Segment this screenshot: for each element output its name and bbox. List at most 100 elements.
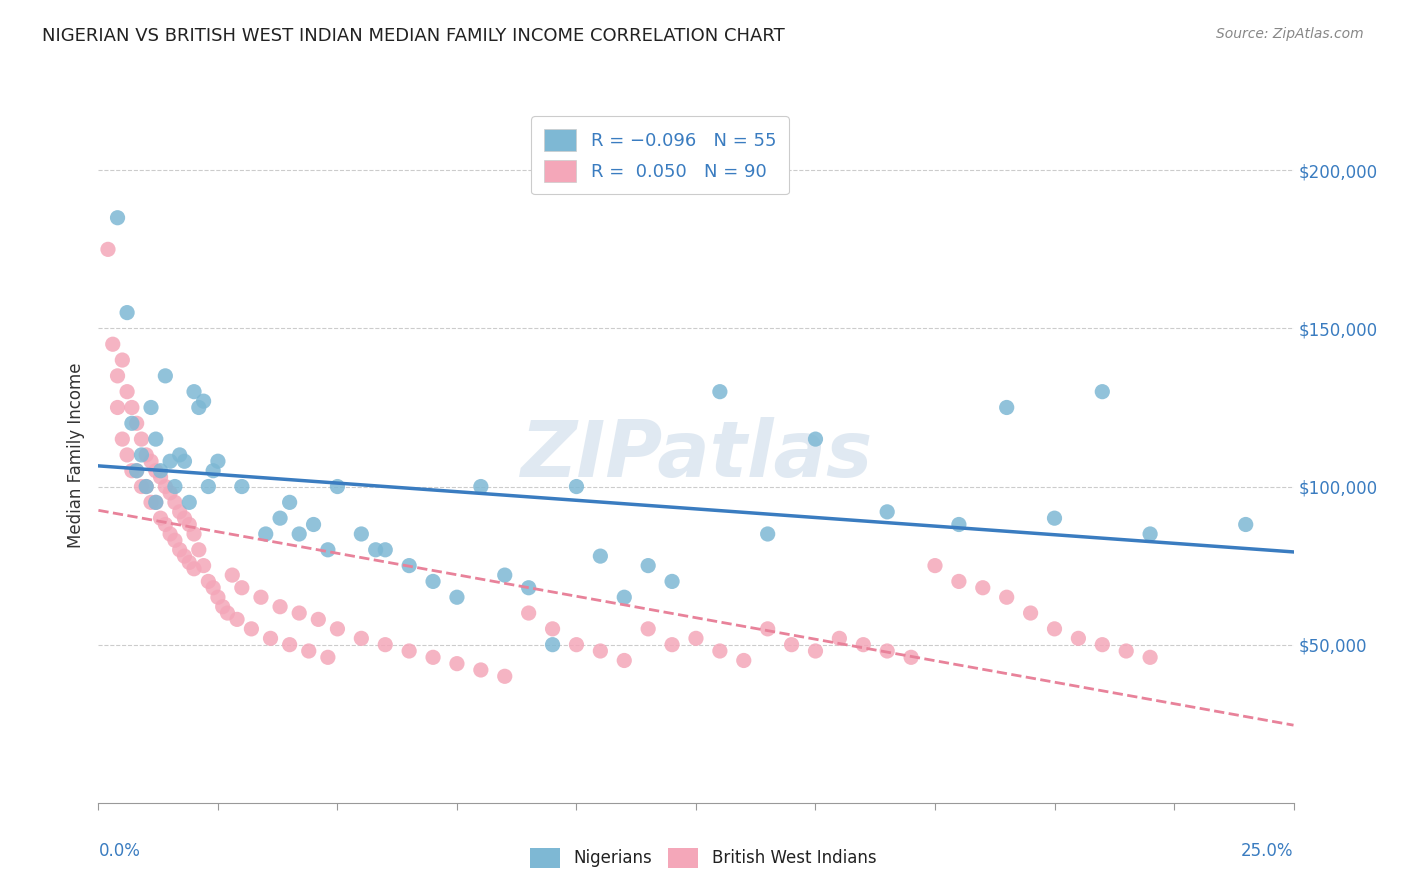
- Point: [589, 644, 612, 658]
- Point: [111, 432, 134, 446]
- Point: [202, 464, 225, 478]
- Point: [169, 505, 191, 519]
- Point: [149, 511, 172, 525]
- Point: [259, 632, 281, 646]
- Point: [565, 638, 588, 652]
- Point: [541, 638, 564, 652]
- Point: [107, 211, 129, 225]
- Point: [307, 612, 329, 626]
- Point: [221, 568, 243, 582]
- Text: 25.0%: 25.0%: [1241, 842, 1294, 860]
- Point: [125, 417, 148, 431]
- Point: [288, 606, 311, 620]
- Point: [494, 568, 516, 582]
- Point: [446, 591, 468, 605]
- Point: [756, 527, 779, 541]
- Point: [470, 663, 492, 677]
- Y-axis label: Median Family Income: Median Family Income: [66, 362, 84, 548]
- Point: [517, 606, 540, 620]
- Text: NIGERIAN VS BRITISH WEST INDIAN MEDIAN FAMILY INCOME CORRELATION CHART: NIGERIAN VS BRITISH WEST INDIAN MEDIAN F…: [42, 27, 785, 45]
- Point: [163, 495, 186, 509]
- Point: [207, 454, 229, 468]
- Point: [155, 479, 177, 493]
- Point: [149, 464, 172, 478]
- Point: [661, 574, 683, 589]
- Point: [254, 527, 277, 541]
- Point: [107, 401, 129, 415]
- Point: [159, 486, 181, 500]
- Point: [1139, 650, 1161, 665]
- Point: [326, 479, 349, 493]
- Point: [1234, 517, 1257, 532]
- Point: [685, 632, 707, 646]
- Point: [972, 581, 994, 595]
- Point: [804, 644, 827, 658]
- Point: [115, 448, 138, 462]
- Point: [139, 401, 162, 415]
- Point: [852, 638, 875, 652]
- Point: [193, 394, 215, 409]
- Point: [661, 638, 683, 652]
- Point: [316, 542, 339, 557]
- Point: [470, 479, 492, 493]
- Point: [398, 644, 420, 658]
- Point: [780, 638, 803, 652]
- Point: [125, 464, 148, 478]
- Point: [231, 479, 253, 493]
- Point: [876, 505, 898, 519]
- Point: [135, 479, 157, 493]
- Point: [364, 542, 387, 557]
- Point: [159, 527, 181, 541]
- Point: [149, 470, 172, 484]
- Point: [131, 479, 153, 493]
- Point: [135, 448, 157, 462]
- Point: [948, 574, 970, 589]
- Point: [101, 337, 124, 351]
- Point: [139, 454, 162, 468]
- Point: [1091, 638, 1114, 652]
- Point: [183, 384, 205, 399]
- Point: [179, 517, 201, 532]
- Point: [326, 622, 349, 636]
- Point: [179, 556, 201, 570]
- Point: [187, 401, 209, 415]
- Point: [173, 549, 195, 563]
- Text: ZIPatlas: ZIPatlas: [520, 417, 872, 493]
- Point: [193, 558, 215, 573]
- Point: [163, 479, 186, 493]
- Point: [733, 653, 755, 667]
- Point: [226, 612, 249, 626]
- Point: [613, 591, 636, 605]
- Point: [169, 448, 191, 462]
- Point: [709, 384, 731, 399]
- Point: [187, 542, 209, 557]
- Point: [217, 606, 239, 620]
- Point: [97, 243, 120, 257]
- Point: [125, 464, 148, 478]
- Point: [240, 622, 263, 636]
- Point: [269, 599, 291, 614]
- Point: [131, 432, 153, 446]
- Point: [288, 527, 311, 541]
- Point: [302, 517, 325, 532]
- Point: [250, 591, 273, 605]
- Point: [316, 650, 339, 665]
- Point: [121, 417, 143, 431]
- Point: [1043, 511, 1066, 525]
- Point: [637, 558, 659, 573]
- Point: [197, 574, 219, 589]
- Legend: Nigerians, British West Indians: Nigerians, British West Indians: [523, 841, 883, 875]
- Point: [900, 650, 922, 665]
- Point: [422, 574, 444, 589]
- Point: [211, 599, 233, 614]
- Point: [948, 517, 970, 532]
- Point: [541, 622, 564, 636]
- Point: [828, 632, 851, 646]
- Point: [155, 517, 177, 532]
- Text: Source: ZipAtlas.com: Source: ZipAtlas.com: [1216, 27, 1364, 41]
- Point: [145, 432, 167, 446]
- Point: [1091, 384, 1114, 399]
- Point: [163, 533, 186, 548]
- Point: [995, 401, 1018, 415]
- Point: [145, 495, 167, 509]
